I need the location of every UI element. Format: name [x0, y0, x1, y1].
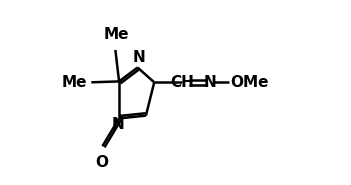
Text: Me: Me	[104, 27, 129, 42]
Text: N: N	[203, 75, 216, 90]
Text: CH: CH	[170, 75, 194, 90]
Text: Me: Me	[61, 75, 87, 90]
Text: O: O	[95, 155, 108, 170]
Text: N: N	[132, 50, 145, 65]
Text: N: N	[112, 117, 125, 132]
Text: OMe: OMe	[230, 75, 269, 90]
